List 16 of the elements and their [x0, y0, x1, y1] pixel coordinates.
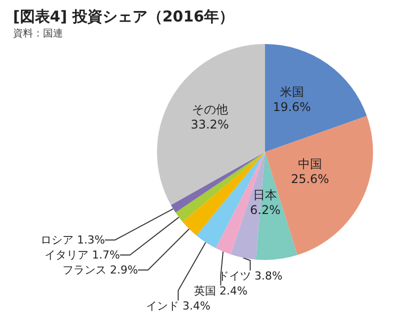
slice-label: 中国 — [298, 156, 322, 171]
data-label: 25.6% — [290, 172, 330, 186]
text: 資料：国連 — [13, 28, 63, 40]
slice-label: 米国 — [280, 84, 304, 99]
slice-label: イタリア 1.7% — [44, 248, 120, 262]
slice-label: その他 — [192, 102, 228, 117]
data-label: 6.2% — [250, 203, 280, 218]
slice-label: 英国 2.4% — [194, 284, 248, 298]
data-label: 19.6% — [272, 100, 311, 114]
slice-label: 日本 — [253, 188, 278, 202]
chart-title: [図表4] 投資シェア（2016年） — [13, 8, 234, 26]
slice-label: インド 3.4% — [146, 300, 210, 312]
slice-label: フランス 2.9% — [62, 264, 138, 276]
slice-label: ロシア 1.3% — [40, 234, 105, 246]
slice-label: ドイツ 3.8% — [218, 270, 282, 282]
data-label: 33.2% — [190, 118, 229, 132]
